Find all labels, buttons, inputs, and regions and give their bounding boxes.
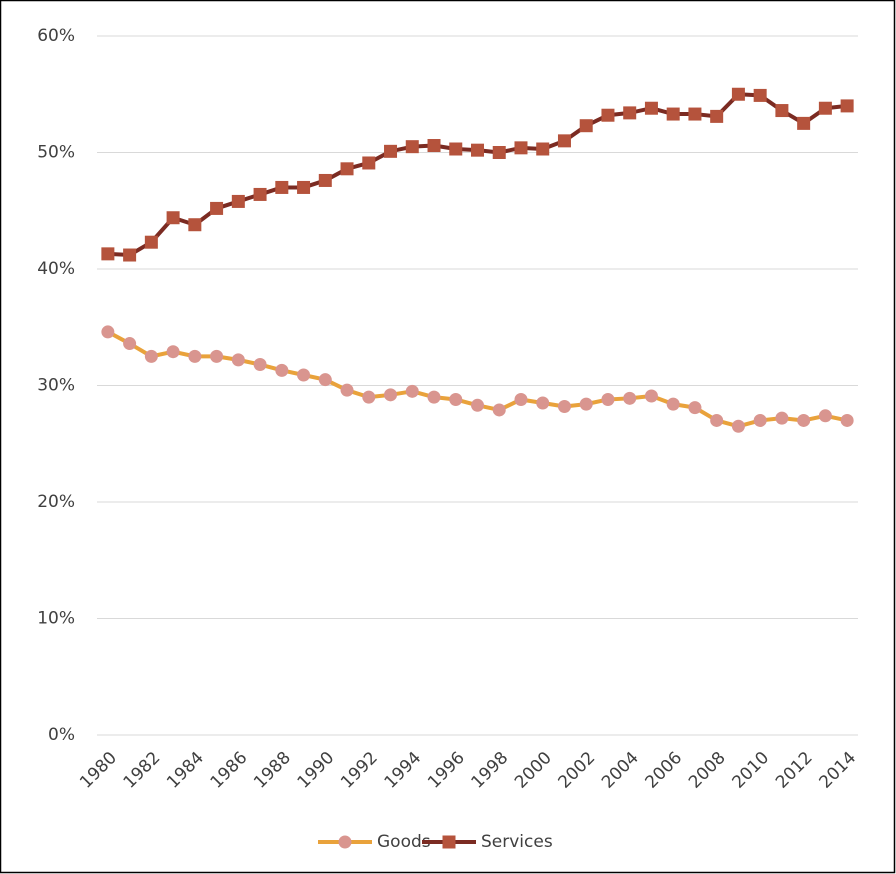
data-point — [601, 108, 615, 122]
data-point — [427, 390, 441, 404]
data-point — [710, 413, 724, 427]
data-point — [818, 409, 832, 423]
data-point — [405, 384, 419, 398]
data-point — [340, 162, 354, 176]
data-point — [166, 345, 180, 359]
data-point — [666, 397, 680, 411]
data-point — [688, 401, 702, 415]
data-point — [840, 413, 854, 427]
data-point — [797, 413, 811, 427]
data-point — [275, 363, 289, 377]
data-point — [710, 109, 724, 123]
data-point — [775, 411, 789, 425]
data-point — [753, 88, 767, 102]
data-point — [666, 107, 680, 121]
data-point — [449, 392, 463, 406]
data-point — [297, 180, 311, 194]
data-point — [644, 101, 658, 115]
data-point — [144, 349, 158, 363]
y-tick-label: 20% — [37, 492, 75, 512]
y-tick-label: 60% — [37, 26, 75, 46]
data-point — [514, 141, 528, 155]
data-point — [797, 116, 811, 130]
y-tick-label: 40% — [37, 259, 75, 279]
data-point — [731, 87, 745, 101]
data-point — [188, 218, 202, 232]
y-tick-label: 30% — [37, 376, 75, 396]
data-point — [144, 235, 158, 249]
data-point — [318, 373, 332, 387]
data-point — [231, 194, 245, 208]
data-point — [101, 247, 115, 261]
data-point — [405, 140, 419, 154]
data-point — [123, 248, 137, 262]
data-point — [579, 397, 593, 411]
data-point — [210, 201, 224, 215]
data-point — [362, 156, 376, 170]
y-tick-label: 10% — [37, 609, 75, 629]
data-point — [492, 403, 506, 417]
data-point — [775, 104, 789, 118]
data-point — [579, 119, 593, 133]
data-point — [427, 139, 441, 153]
data-point — [753, 413, 767, 427]
data-point — [536, 396, 550, 410]
data-point — [557, 399, 571, 413]
data-point — [601, 392, 615, 406]
data-point — [818, 101, 832, 115]
data-point — [623, 391, 637, 405]
data-point — [449, 142, 463, 156]
data-point — [340, 383, 354, 397]
legend-label: Goods — [377, 832, 431, 852]
y-tick-label: 50% — [37, 143, 75, 163]
data-point — [384, 388, 398, 402]
data-point — [840, 99, 854, 113]
data-point — [384, 144, 398, 158]
data-point — [188, 349, 202, 363]
data-point — [471, 143, 484, 157]
data-point — [253, 358, 267, 372]
data-point — [362, 390, 376, 404]
data-point — [275, 180, 289, 194]
legend-label: Services — [481, 832, 553, 852]
data-point — [688, 107, 702, 121]
legend-marker — [442, 835, 456, 849]
data-point — [166, 211, 180, 225]
data-point — [536, 142, 550, 156]
legend-marker — [338, 835, 352, 849]
data-point — [644, 389, 658, 403]
data-point — [231, 353, 245, 367]
y-tick-label: 0% — [48, 725, 75, 745]
data-point — [101, 325, 115, 339]
data-point — [471, 398, 484, 412]
data-point — [492, 146, 506, 159]
data-point — [557, 134, 571, 148]
data-point — [210, 349, 224, 363]
data-point — [731, 419, 745, 433]
data-point — [514, 392, 528, 406]
data-point — [623, 106, 637, 120]
data-point — [253, 187, 267, 201]
data-point — [318, 173, 332, 187]
data-point — [123, 337, 137, 351]
data-point — [297, 368, 311, 382]
